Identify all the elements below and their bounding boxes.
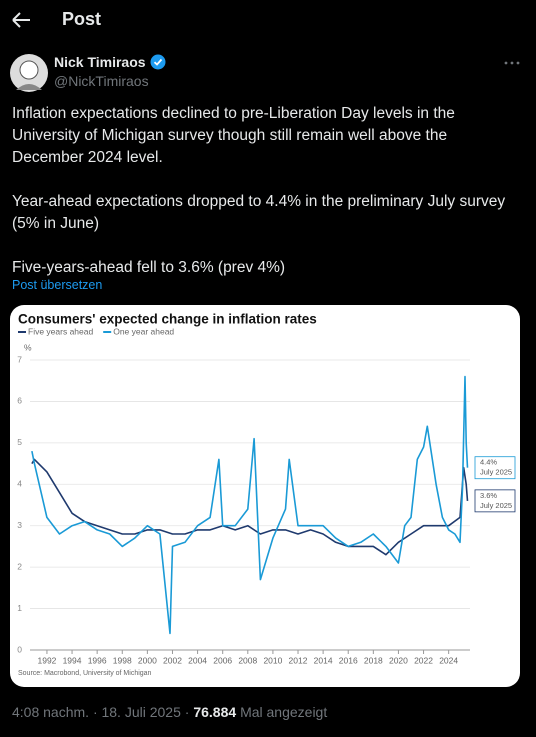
post-time[interactable]: 4:08 nachm. · 18. Juli 2025 bbox=[12, 704, 181, 720]
annotation: 4.4%July 2025 bbox=[474, 456, 516, 480]
author-name[interactable]: Nick Timiraos bbox=[54, 54, 146, 70]
y-tick-label: 6 bbox=[17, 396, 22, 406]
chart-card: Consumers' expected change in inflation … bbox=[10, 305, 520, 687]
x-tick-label: 2006 bbox=[213, 655, 232, 665]
series-line bbox=[31, 375, 469, 635]
author-handle[interactable]: @NickTimiraos bbox=[54, 73, 149, 89]
post-meta: 4:08 nachm. · 18. Juli 2025 · 76.884 Mal… bbox=[12, 704, 327, 720]
x-tick-label: 2024 bbox=[439, 655, 458, 665]
annotation-box bbox=[474, 456, 516, 480]
chart: Consumers' expected change in inflation … bbox=[17, 312, 516, 677]
separator: · bbox=[184, 704, 190, 720]
series-line bbox=[31, 458, 469, 556]
x-tick-label: 2018 bbox=[364, 655, 383, 665]
x-tick-label: 2014 bbox=[314, 655, 333, 665]
x-tick-label: 2020 bbox=[389, 655, 408, 665]
annotation-box bbox=[474, 489, 516, 513]
y-tick-label: 1 bbox=[17, 603, 22, 613]
back-arrow[interactable] bbox=[10, 10, 32, 30]
y-tick-label: 0 bbox=[17, 644, 22, 654]
annotation: 3.6%July 2025 bbox=[474, 489, 516, 513]
x-tick-label: 2000 bbox=[138, 655, 157, 665]
y-tick-label: 5 bbox=[17, 437, 22, 447]
y-tick-label: 2 bbox=[17, 561, 22, 571]
post-paragraph: Year-ahead expectations dropped to 4.4% … bbox=[12, 193, 506, 232]
x-tick-label: 2010 bbox=[263, 655, 282, 665]
avatar[interactable] bbox=[10, 54, 48, 92]
header-title: Post bbox=[62, 9, 102, 29]
x-tick-label: 2012 bbox=[289, 655, 308, 665]
post-paragraph: Five-years-ahead fell to 3.6% (prev 4%) bbox=[12, 259, 286, 276]
more-menu[interactable] bbox=[503, 60, 521, 66]
post-paragraph: Inflation expectations declined to pre-L… bbox=[12, 105, 455, 166]
verified-badge bbox=[150, 54, 166, 70]
annotation-date: July 2025 bbox=[480, 501, 512, 510]
translate-link[interactable]: Post übersetzen bbox=[12, 278, 103, 292]
view-label: Mal angezeigt bbox=[240, 704, 328, 720]
x-tick-label: 2022 bbox=[414, 655, 433, 665]
chart-title: Consumers' expected change in inflation … bbox=[18, 312, 317, 327]
x-tick-label: 2008 bbox=[238, 655, 257, 665]
post-body: Inflation expectations declined to pre-L… bbox=[12, 103, 522, 301]
legend-label: One year ahead bbox=[113, 326, 174, 336]
legend-label: Five years ahead bbox=[28, 326, 93, 336]
chart-source: Source: Macrobond, University of Michiga… bbox=[18, 670, 152, 677]
x-tick-label: 1994 bbox=[63, 655, 82, 665]
annotation-value: 4.4% bbox=[480, 458, 497, 467]
y-tick-label: 3 bbox=[17, 520, 22, 530]
annotation-date: July 2025 bbox=[480, 468, 512, 477]
x-tick-label: 2004 bbox=[188, 655, 207, 665]
view-count: 76.884 bbox=[193, 704, 237, 720]
x-tick-label: 2002 bbox=[163, 655, 182, 665]
y-axis-label: % bbox=[24, 342, 32, 352]
x-tick-label: 1992 bbox=[37, 655, 56, 665]
x-tick-label: 1998 bbox=[113, 655, 132, 665]
x-tick-label: 2016 bbox=[339, 655, 358, 665]
y-tick-label: 7 bbox=[17, 354, 22, 364]
x-tick-label: 1996 bbox=[88, 655, 107, 665]
y-tick-label: 4 bbox=[17, 479, 22, 489]
annotation-value: 3.6% bbox=[480, 491, 497, 500]
